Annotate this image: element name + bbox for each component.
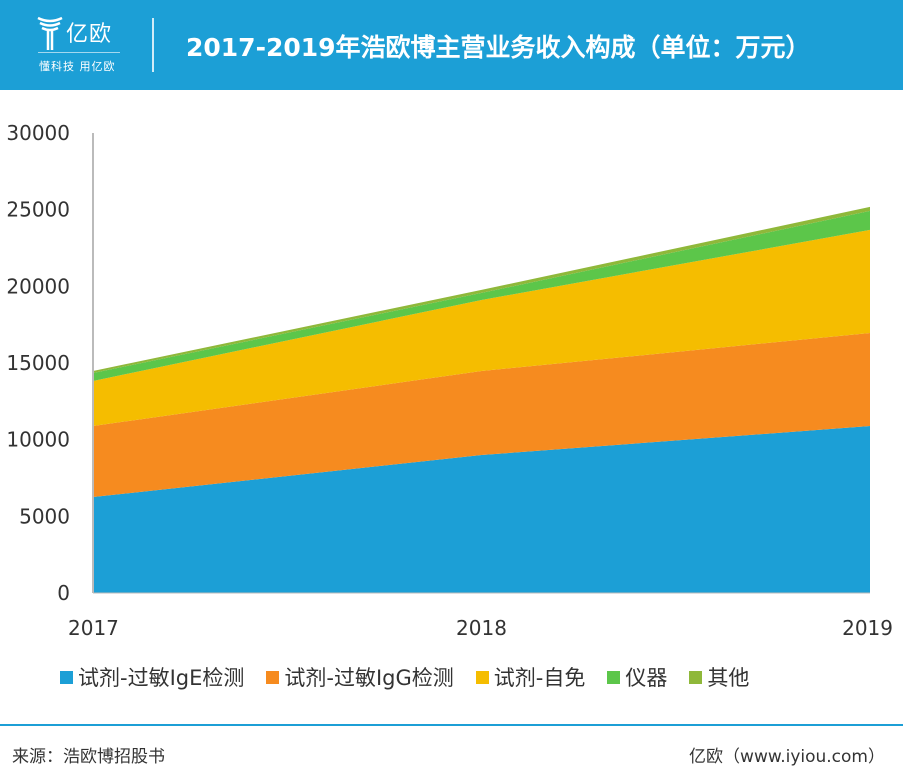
logo-icon	[37, 16, 63, 50]
area-series-4	[93, 206, 870, 373]
legend-swatch	[689, 670, 703, 684]
chart-title: 2017-2019年浩欧博主营业务收入构成（单位：万元）	[186, 33, 811, 62]
y-tick-label: 30000	[6, 121, 70, 145]
area-series-1	[93, 332, 870, 498]
divider	[152, 18, 154, 72]
x-tick-label: 2019	[842, 616, 893, 640]
legend-label: 试剂-自免	[493, 666, 586, 690]
x-tick-label: 2018	[456, 616, 507, 640]
y-tick-label: 10000	[6, 428, 70, 452]
y-tick-label: 5000	[19, 504, 70, 528]
y-tick-label: 25000	[6, 198, 70, 222]
y-tick-label: 0	[57, 581, 70, 605]
legend-swatch	[266, 670, 280, 684]
x-tick-label: 2017	[68, 616, 119, 640]
legend-swatch	[60, 670, 73, 684]
legend-item: 仪器	[607, 662, 667, 692]
legend-item: 其他	[689, 662, 749, 692]
legend-swatch	[607, 670, 621, 684]
source-text: 来源：浩欧博招股书	[12, 747, 165, 767]
area-series-2	[93, 229, 870, 427]
logo: 亿欧 懂科技 用亿欧	[36, 14, 126, 74]
legend-label: 试剂-过敏IgG检测	[284, 666, 454, 690]
credit-text: 亿欧（www.iyiou.com）	[689, 747, 885, 767]
legend-label: 仪器	[625, 666, 668, 690]
header: 亿欧 懂科技 用亿欧 2017-2019年浩欧博主营业务收入构成（单位：万元）	[0, 0, 903, 90]
footer-divider	[0, 724, 903, 726]
area-series-0	[93, 426, 870, 593]
y-tick-label: 20000	[6, 274, 70, 298]
legend-label: 试剂-过敏IgE检测	[78, 666, 245, 690]
legend-label: 其他	[707, 666, 750, 690]
legend-swatch	[475, 670, 489, 684]
legend: 试剂-过敏IgE检测 试剂-过敏IgG检测 试剂-自免 仪器 其他	[60, 662, 771, 692]
legend-item: 试剂-过敏IgG检测	[266, 662, 454, 692]
legend-item: 试剂-自免	[475, 662, 586, 692]
y-tick-label: 15000	[6, 351, 70, 375]
legend-item: 试剂-过敏IgE检测	[60, 662, 244, 692]
area-series-3	[93, 210, 870, 381]
